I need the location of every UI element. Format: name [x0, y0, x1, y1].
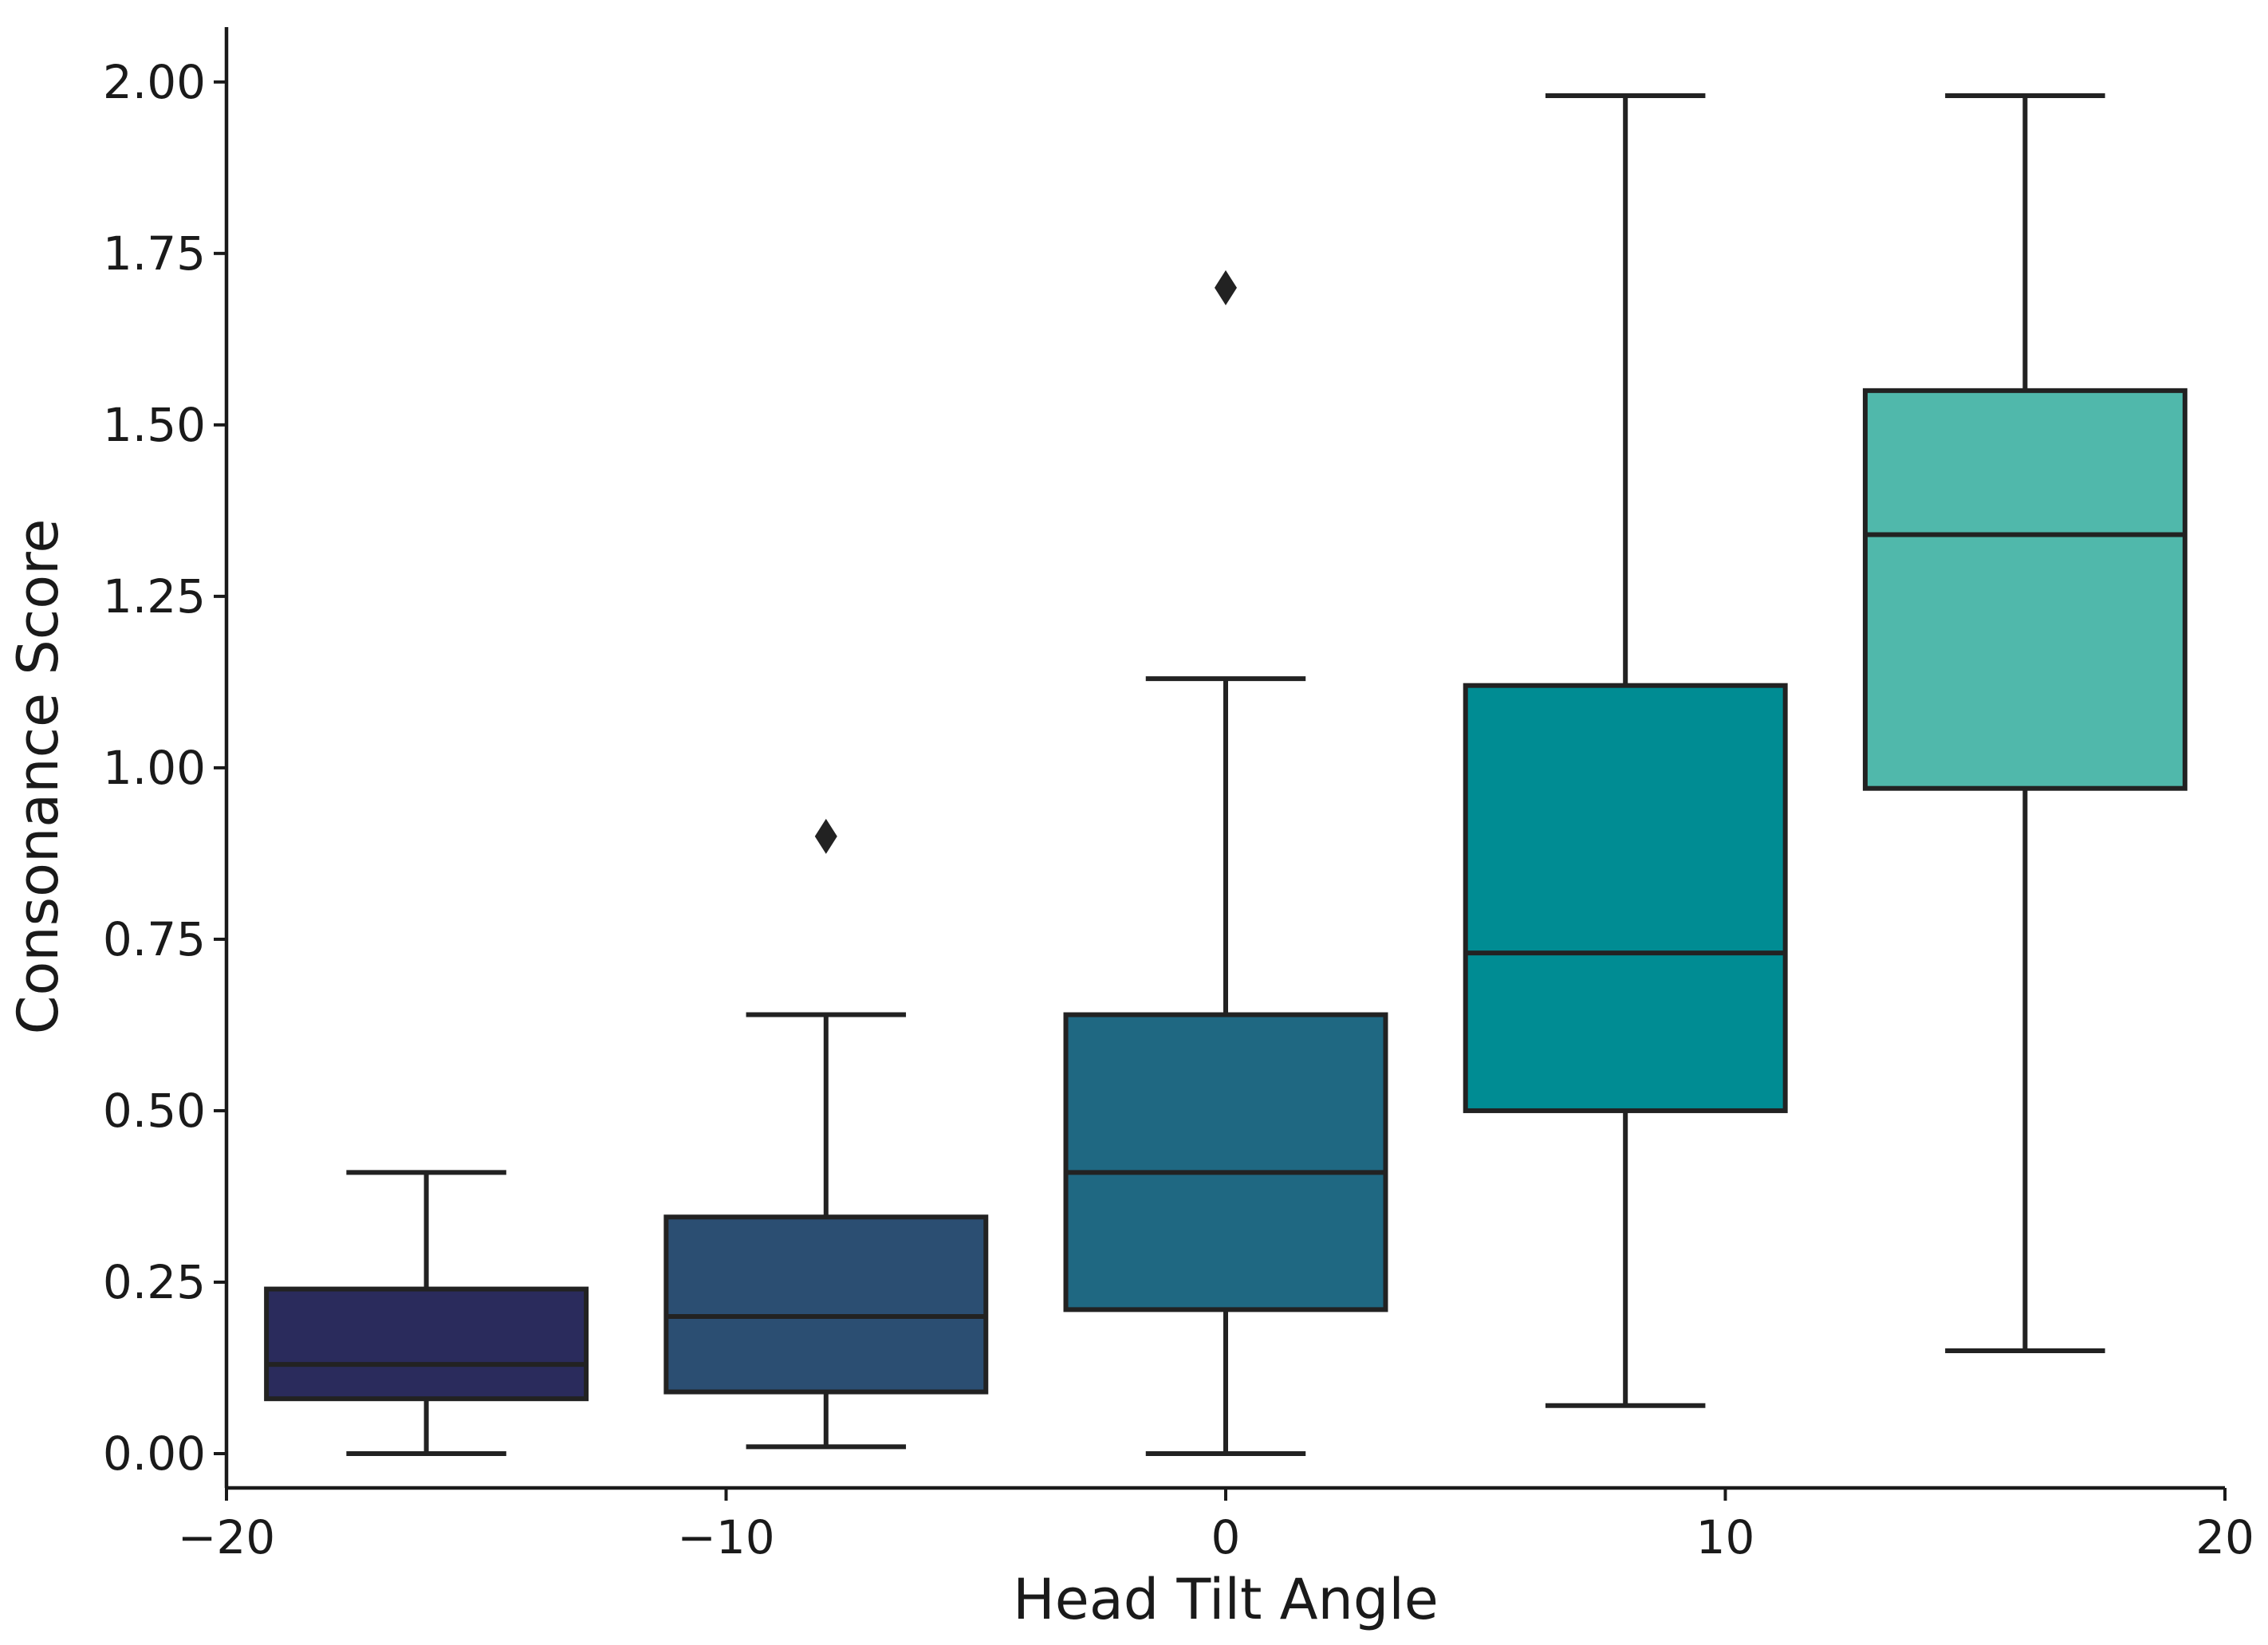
y-tick-label: 1.00: [103, 741, 206, 795]
y-tick-label: 1.25: [103, 569, 206, 624]
x-tick-label: −20: [178, 1510, 275, 1564]
boxes-layer: [264, 93, 2187, 1456]
y-axis-label: Consonance Score: [6, 519, 71, 1035]
y-tick-label: 2.00: [103, 55, 206, 109]
box-group: [1063, 270, 1388, 1456]
iqr-box: [663, 1214, 989, 1395]
box-group: [1862, 93, 2187, 1353]
y-tick-label: 0.00: [103, 1427, 206, 1481]
iqr-box: [264, 1286, 589, 1402]
box-group: [663, 818, 989, 1450]
ticks-layer: 0.00 0.25 0.50 0.75 1.00 1.25 1.50 1.75 2.00 −20 −…: [103, 55, 2254, 1564]
x-tick-label: 20: [2195, 1510, 2254, 1564]
box-group: [264, 1170, 589, 1456]
iqr-box: [1463, 683, 1788, 1113]
box-group: [1463, 93, 1788, 1408]
outlier-point: [814, 818, 837, 854]
iqr-box: [1862, 388, 2187, 791]
outlier-point: [1215, 270, 1237, 305]
x-axis-label: Head Tilt Angle: [1013, 1567, 1439, 1632]
x-tick-label: 0: [1211, 1510, 1241, 1564]
y-tick-label: 1.75: [103, 226, 206, 281]
y-tick-label: 0.50: [103, 1084, 206, 1138]
y-tick-label: 1.50: [103, 398, 206, 452]
x-tick-label: 10: [1696, 1510, 1755, 1564]
y-tick-label: 0.25: [103, 1255, 206, 1309]
y-tick-label: 0.75: [103, 912, 206, 966]
iqr-box: [1063, 1012, 1388, 1312]
x-tick-label: −10: [677, 1510, 774, 1564]
